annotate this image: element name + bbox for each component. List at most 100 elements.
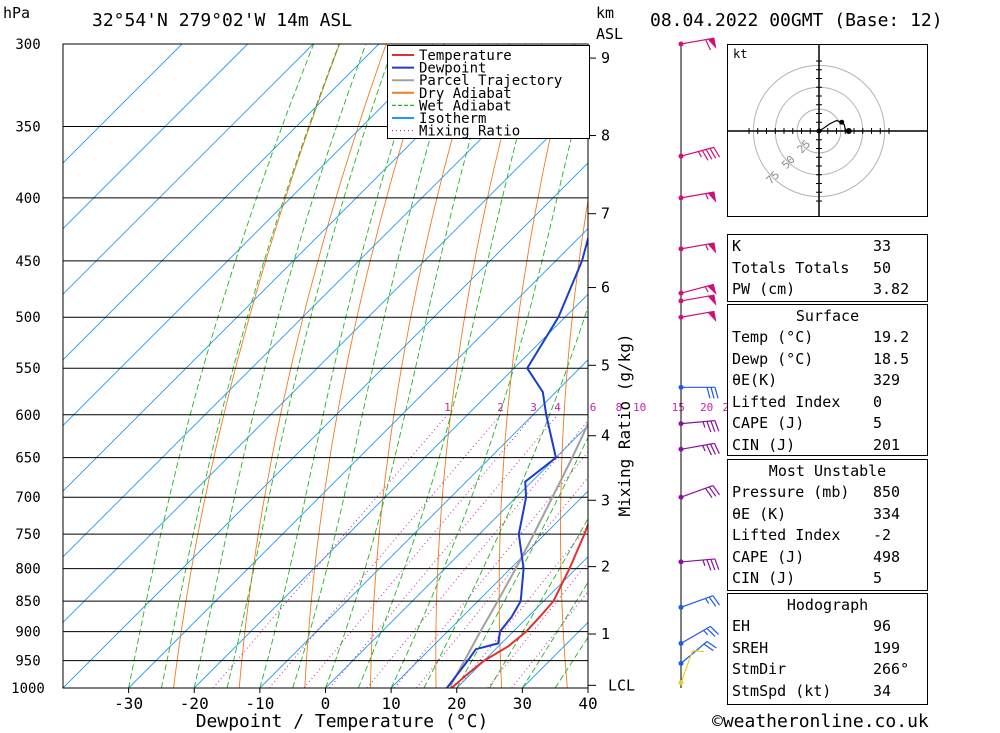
wet-adiabat: [357, 44, 543, 688]
hodograph-marker: [839, 119, 845, 125]
row-value: 34: [873, 681, 892, 700]
height-axis-unit-asl: ASL: [596, 25, 624, 43]
pressure-axis-unit: hPa: [3, 4, 31, 22]
wind-barb: [678, 37, 717, 51]
mixing-ratio-line: [416, 476, 588, 688]
table-title: Surface: [795, 307, 860, 325]
pressure-label: 900: [15, 625, 40, 641]
legend-label: Parcel Trajectory: [419, 73, 562, 89]
wind-barb: [678, 485, 721, 500]
hodograph-ring-label: 25: [795, 138, 814, 157]
row-label: θE(K): [732, 371, 778, 389]
isotherm: [63, 44, 511, 492]
temperature-tick-label: -20: [180, 694, 209, 713]
row-label: θE (K): [732, 504, 787, 523]
hodograph-trace: [818, 119, 849, 132]
wet-adiabat: [193, 44, 367, 688]
mixing-ratio-label: 3: [530, 401, 537, 414]
dry-adiabat: [304, 44, 434, 688]
mixing-ratio-line: [268, 414, 501, 688]
table-row: Pressure (mb) 850: [732, 483, 923, 504]
pressure-label: 700: [15, 490, 40, 506]
wet-adiabat: [325, 44, 498, 688]
wind-barb: [678, 558, 720, 571]
temperature-tick-label: 20: [447, 694, 466, 713]
height-label: 8: [601, 127, 610, 145]
wet-adiabats: [128, 44, 588, 688]
indices-table: K 33 Totals Totals 50 PW (cm) 3.82: [727, 234, 928, 302]
isotherm: [128, 227, 588, 688]
row-label: CIN (J): [732, 435, 796, 454]
isotherm: [63, 44, 314, 295]
wind-barb: [678, 650, 705, 686]
wet-adiabat: [160, 44, 340, 688]
table-title: Hodograph: [786, 596, 869, 614]
table-row: K 33: [732, 237, 923, 258]
row-value: 33: [873, 237, 892, 255]
wet-adiabat: [456, 436, 588, 688]
dry-adiabat: [435, 44, 527, 688]
wind-barb: [678, 595, 721, 610]
table-row: StmSpd (kt) 34: [732, 682, 923, 703]
table-row: Totals Totals 50: [732, 259, 923, 280]
pressure-label: 800: [15, 562, 40, 578]
copyright: ©weatheronline.co.uk: [712, 711, 929, 732]
row-label: Dewp (°C): [732, 349, 814, 368]
parcel-trajectory-line: [449, 421, 588, 688]
legend-label: Dry Adiabat: [419, 86, 512, 102]
dewpoint-line: [446, 52, 588, 688]
mixing-ratio-label: 6: [590, 401, 597, 414]
wind-barb: [678, 442, 720, 456]
isotherms: [63, 44, 588, 688]
height-axis: 9 8 7 6 5 4 3 2 1 LCL: [588, 49, 635, 694]
hodograph-box: 25 50 75 kt: [727, 44, 928, 217]
height-label: LCL: [608, 676, 635, 694]
wind-barb: [678, 146, 721, 161]
dry-adiabat: [678, 26, 716, 688]
x-axis-title: Dewpoint / Temperature (°C): [196, 711, 489, 732]
row-value: 498: [873, 547, 901, 566]
isotherm: [63, 44, 445, 427]
wind-barb: [678, 242, 717, 254]
wind-barbs: [678, 37, 721, 688]
mixing-ratio-axis-title: Mixing Ratio (g/kg): [615, 333, 634, 516]
mixing-ratio-line: [366, 419, 588, 688]
isotherm: [63, 44, 248, 230]
station-location: 32°54'N 279°02'W 14m ASL: [92, 10, 353, 31]
legend-label: Temperature: [419, 48, 512, 64]
table-row: Dewp (°C) 18.5: [732, 350, 923, 371]
temperature-tick-label: 0: [321, 694, 331, 713]
height-axis-unit-km: km: [596, 4, 615, 22]
height-label: 1: [601, 625, 610, 643]
row-label: K: [732, 237, 742, 255]
row-label: PW (cm): [732, 280, 796, 298]
table-row: CIN (J) 201: [732, 436, 923, 457]
row-label: StmDir: [732, 660, 787, 678]
pressure-label: 400: [15, 191, 40, 207]
pressure-label: 300: [15, 37, 40, 53]
dry-adiabat: [560, 198, 588, 688]
mixing-ratio-label: 1: [444, 401, 451, 414]
storm-motion-marker: [845, 128, 852, 134]
pressure-label: 850: [15, 594, 40, 610]
table-row: PW (cm) 3.82: [732, 280, 923, 301]
row-value: 850: [873, 483, 901, 501]
row-value: 0: [873, 392, 883, 411]
legend-label: Isotherm: [419, 111, 486, 127]
isotherm: [259, 359, 588, 688]
sounding-profiles: [446, 52, 588, 688]
table-row: EH 96: [732, 617, 923, 638]
pressure-label: 600: [15, 408, 40, 424]
row-value: 266°: [873, 660, 910, 678]
temperature-axis: -30 -20 -10 0 10 20 30 40: [114, 688, 598, 713]
temperature-tick-label: -10: [245, 694, 274, 713]
row-label: CAPE (J): [732, 547, 805, 566]
row-value: 5: [873, 569, 883, 587]
row-value: 18.5: [873, 349, 910, 368]
dry-adiabat: [990, 26, 1000, 688]
most-unstable-table: Most Unstable Pressure (mb) 850 θE (K) 334 Li…: [727, 459, 928, 591]
hodograph-ring-label: 50: [779, 153, 798, 172]
pressure-label: 750: [15, 527, 40, 543]
row-label: CAPE (J): [732, 414, 805, 432]
isotherm: [193, 293, 588, 688]
